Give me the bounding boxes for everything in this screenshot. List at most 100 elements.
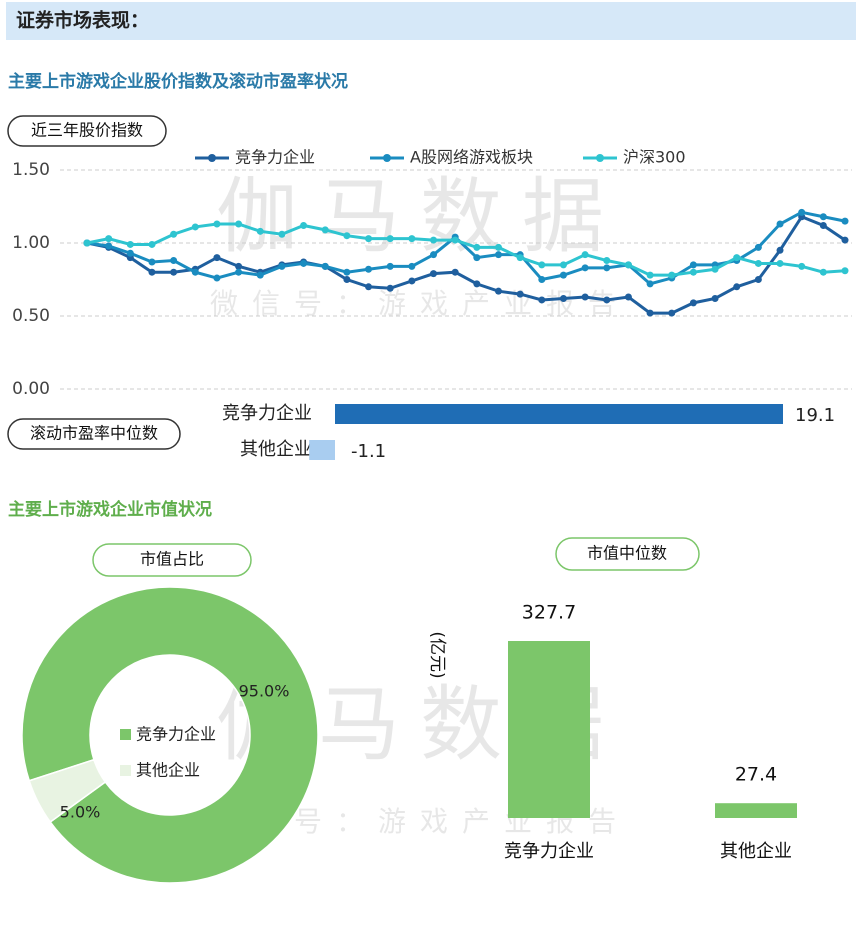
pill	[7, 418, 181, 450]
point	[733, 254, 741, 262]
header-bar	[6, 2, 856, 40]
point	[300, 259, 308, 267]
axis-label: (亿元)	[427, 631, 447, 678]
legend-dot	[208, 154, 216, 162]
bar	[508, 641, 590, 818]
point	[668, 309, 676, 317]
legend-swatch	[120, 765, 131, 776]
series-line	[86, 214, 846, 315]
point	[191, 223, 199, 231]
y-tick-label: 0.00	[12, 379, 50, 399]
x-tick-label: 竞争力企业	[504, 841, 594, 862]
point	[408, 235, 416, 243]
point	[538, 261, 546, 269]
point	[148, 240, 156, 248]
point	[841, 217, 849, 225]
series-line	[86, 210, 846, 286]
point	[170, 230, 178, 238]
point	[343, 268, 351, 276]
header: 证券市场表现：	[16, 9, 149, 32]
point	[235, 262, 243, 270]
point	[559, 261, 567, 269]
point	[451, 236, 459, 244]
point	[213, 274, 221, 282]
point	[668, 271, 676, 279]
point	[126, 249, 134, 257]
category-label: 其他企业	[240, 439, 312, 460]
point	[408, 262, 416, 270]
point	[170, 268, 178, 276]
point	[235, 268, 243, 276]
bar	[309, 440, 335, 460]
chart-title: 市值占比	[140, 550, 204, 569]
point	[538, 276, 546, 283]
point	[105, 235, 113, 243]
point	[711, 294, 719, 302]
point	[451, 268, 459, 276]
point	[213, 254, 221, 262]
point	[494, 251, 502, 259]
point	[841, 236, 849, 244]
point	[473, 280, 481, 288]
point	[819, 213, 827, 221]
point	[559, 294, 567, 302]
point	[516, 290, 524, 298]
point	[473, 243, 481, 251]
point	[689, 268, 697, 276]
pill	[92, 543, 252, 577]
bar	[335, 404, 783, 424]
point	[494, 243, 502, 251]
point	[798, 262, 806, 270]
legend-label: 竞争力企业	[136, 725, 216, 744]
chart-title: 滚动市盈率中位数	[30, 424, 158, 443]
point	[191, 268, 199, 276]
point	[494, 287, 502, 295]
y-tick-label: 1.00	[12, 233, 50, 253]
value-label: 19.1	[795, 405, 835, 426]
point	[776, 246, 784, 254]
point	[213, 220, 221, 228]
point	[321, 226, 329, 234]
point	[689, 261, 697, 269]
watermark: 伽马数据	[216, 169, 624, 264]
point	[256, 271, 264, 279]
point	[365, 265, 373, 273]
point	[430, 236, 438, 244]
point	[321, 262, 329, 270]
point	[83, 239, 91, 247]
pie-slice	[21, 586, 319, 884]
point	[148, 258, 156, 266]
point	[386, 284, 394, 292]
section-title: 主要上市游戏企业市值状况	[8, 499, 212, 520]
point	[386, 235, 394, 243]
point	[776, 220, 784, 228]
legend-label: 竞争力企业	[235, 148, 315, 167]
point	[126, 240, 134, 248]
point	[256, 227, 264, 235]
point	[235, 220, 243, 228]
y-tick-label: 0.50	[12, 306, 50, 326]
legend-dot	[596, 154, 604, 162]
point	[646, 280, 654, 288]
point	[646, 271, 654, 279]
point	[603, 264, 611, 272]
point	[105, 242, 113, 250]
point	[581, 264, 589, 272]
category-label: 竞争力企业	[222, 403, 312, 424]
legend-swatch	[120, 729, 131, 740]
point	[646, 309, 654, 317]
chart-title: 近三年股价指数	[31, 121, 143, 140]
point	[581, 251, 589, 259]
point	[711, 265, 719, 273]
point	[430, 270, 438, 278]
point	[819, 221, 827, 229]
point	[624, 261, 632, 269]
value-label: 27.4	[735, 764, 777, 786]
legend-label: 其他企业	[136, 761, 200, 780]
point	[559, 271, 567, 279]
section-title: 主要上市游戏企业股价指数及滚动市盈率状况	[8, 71, 348, 92]
point	[343, 232, 351, 240]
chart-title: 市值中位数	[587, 544, 667, 563]
point	[733, 283, 741, 291]
point	[754, 276, 762, 283]
